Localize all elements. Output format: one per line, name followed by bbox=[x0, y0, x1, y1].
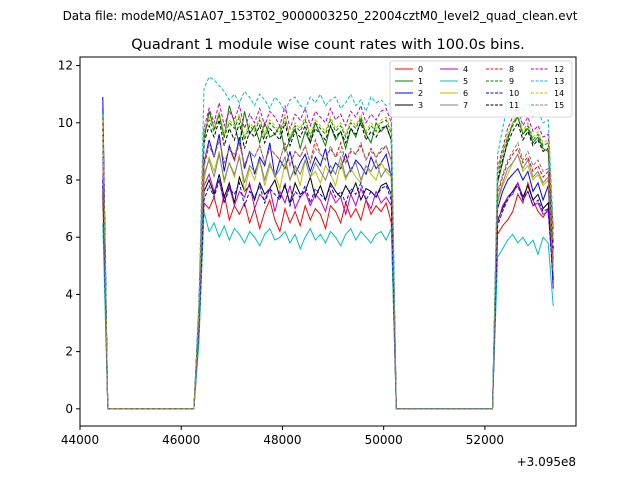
legend-label-3: 3 bbox=[418, 101, 423, 110]
legend-label-9: 9 bbox=[509, 77, 514, 86]
series-line-9 bbox=[102, 114, 554, 410]
y-tick-label: 6 bbox=[65, 230, 73, 244]
y-tick-label: 0 bbox=[65, 402, 73, 416]
legend-label-7: 7 bbox=[463, 101, 468, 110]
x-axis: 44000 46000 48000 50000 52000 bbox=[61, 426, 504, 447]
legend-label-15: 15 bbox=[554, 101, 564, 110]
legend-label-6: 6 bbox=[463, 89, 468, 98]
legend-label-1: 1 bbox=[418, 77, 423, 86]
y-tick-label: 2 bbox=[65, 345, 73, 359]
legend-box bbox=[389, 60, 573, 118]
legend-label-5: 5 bbox=[463, 77, 468, 86]
y-tick-label: 12 bbox=[58, 59, 73, 73]
y-tick-label: 4 bbox=[65, 287, 73, 301]
plot-frame bbox=[79, 56, 577, 427]
legend-label-0: 0 bbox=[418, 65, 423, 74]
figure-suptitle: Data file: modeM0/AS1A07_153T02_90000032… bbox=[63, 9, 578, 23]
x-tick-label: 50000 bbox=[365, 433, 403, 447]
x-offset-label: +3.095e8 bbox=[517, 455, 576, 469]
legend-label-13: 13 bbox=[554, 77, 564, 86]
chart-title: Quadrant 1 module wise count rates with … bbox=[131, 37, 525, 53]
legend-label-4: 4 bbox=[463, 65, 468, 74]
series-line-15 bbox=[102, 138, 554, 410]
x-tick-label: 48000 bbox=[263, 433, 301, 447]
x-tick-label: 44000 bbox=[61, 433, 99, 447]
legend-label-11: 11 bbox=[509, 101, 519, 110]
y-axis: 0 2 4 6 8 10 12 bbox=[58, 59, 80, 416]
legend-label-10: 10 bbox=[509, 89, 519, 98]
y-tick-label: 10 bbox=[58, 116, 73, 130]
legend-label-2: 2 bbox=[418, 89, 423, 98]
series-line-12 bbox=[102, 102, 554, 410]
y-tick-label: 8 bbox=[65, 173, 73, 187]
x-tick-label: 52000 bbox=[466, 433, 504, 447]
plot-series bbox=[102, 76, 554, 410]
legend-label-8: 8 bbox=[509, 65, 514, 74]
legend-label-14: 14 bbox=[554, 89, 564, 98]
legend-label-12: 12 bbox=[554, 65, 564, 74]
x-tick-label: 46000 bbox=[162, 433, 200, 447]
